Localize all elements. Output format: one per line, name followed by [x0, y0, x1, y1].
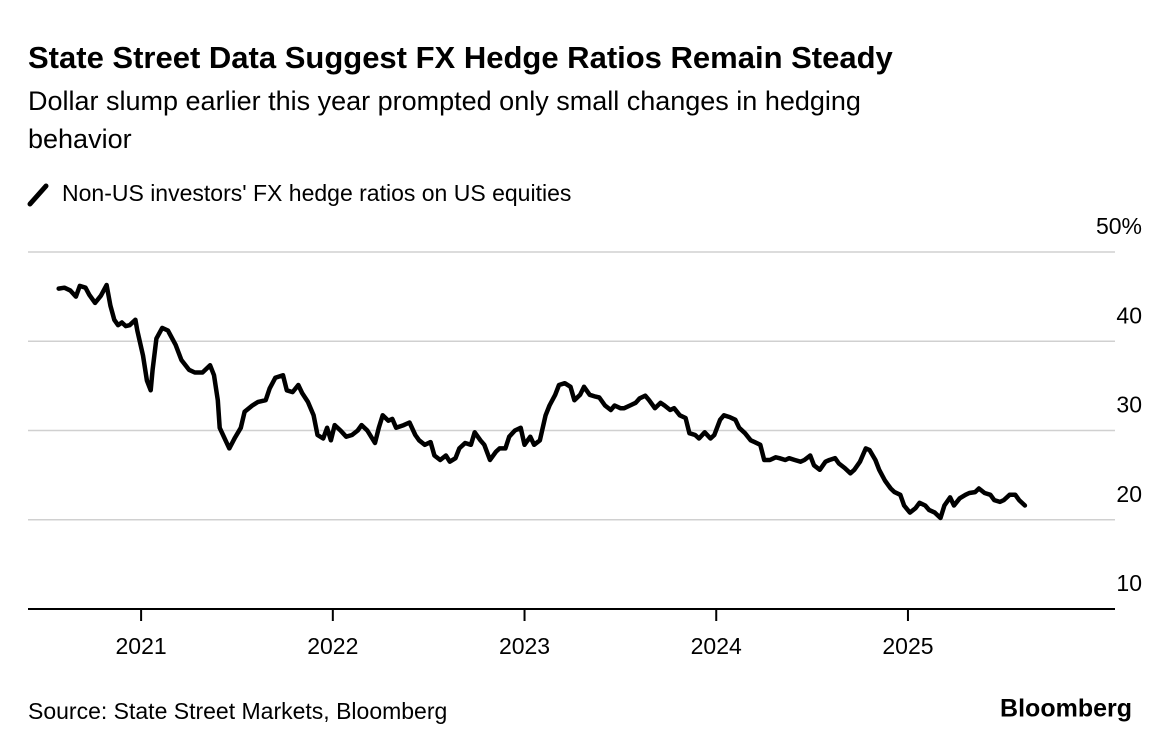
- chart-title: State Street Data Suggest FX Hedge Ratio…: [28, 40, 893, 75]
- y-tick-label: 40: [1116, 302, 1142, 328]
- source: Source: State Street Markets, Bloomberg: [28, 698, 447, 724]
- legend-label: Non-US investors' FX hedge ratios on US …: [62, 180, 571, 206]
- y-tick-label: 10: [1116, 570, 1142, 596]
- y-tick-label: 30: [1116, 392, 1142, 418]
- x-tick-label: 2022: [307, 633, 358, 659]
- x-tick-label: 2021: [116, 633, 167, 659]
- x-tick-label: 2023: [499, 633, 550, 659]
- brand: Bloomberg: [1000, 695, 1132, 723]
- x-tick-label: 2024: [691, 633, 742, 659]
- y-tick-label: 50%: [1096, 213, 1142, 239]
- x-tick-label: 2025: [882, 633, 933, 659]
- data-line: [56, 282, 1028, 521]
- legend-swatch: [27, 183, 49, 207]
- chart-subtitle: Dollar slump earlier this year prompted …: [28, 86, 861, 154]
- y-tick-label: 20: [1116, 481, 1142, 507]
